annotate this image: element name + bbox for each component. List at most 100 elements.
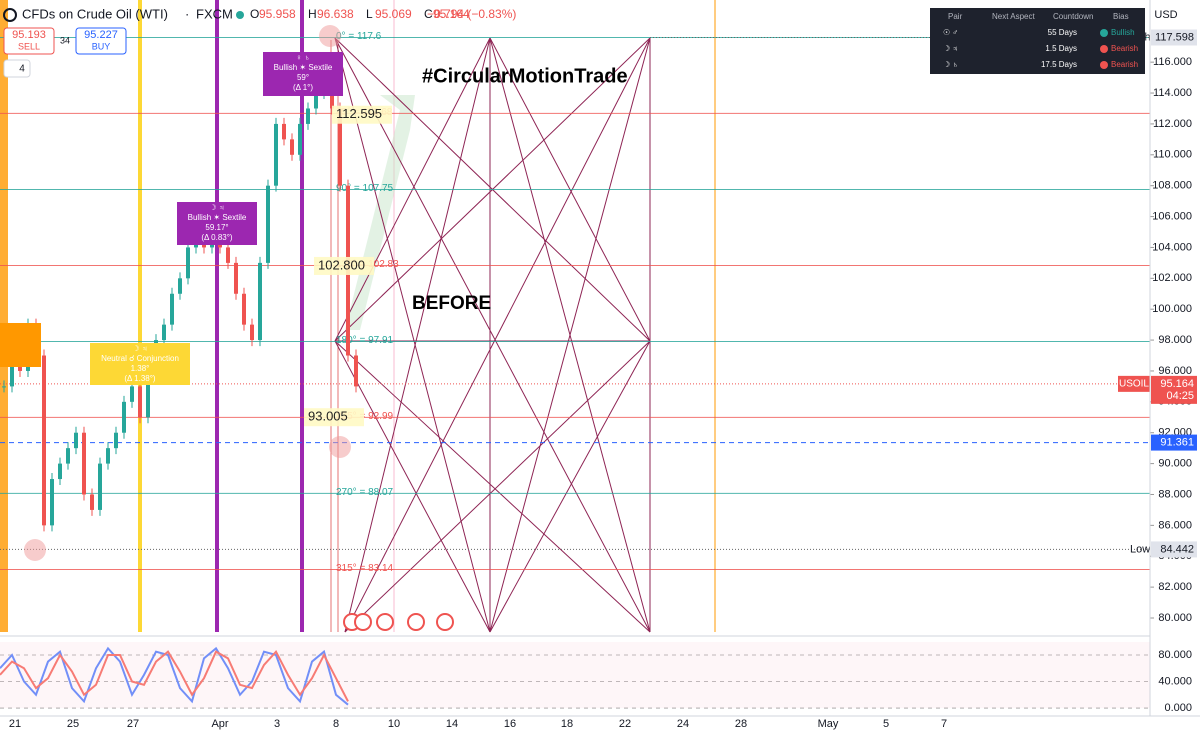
candle — [58, 463, 62, 480]
gann-line — [334, 37, 491, 633]
indicator-count[interactable]: 4 — [19, 64, 25, 75]
gann-line — [344, 340, 651, 633]
aspect-text: Neutral ☌ Conjunction — [101, 354, 179, 363]
price-badge — [1151, 541, 1197, 558]
candle — [146, 370, 150, 418]
buy-price[interactable]: 95.227 — [84, 29, 118, 41]
aspect-angle: 1.38° — [131, 364, 150, 373]
gann-label: 180° = 97.91 — [336, 335, 394, 346]
aspect-box — [263, 52, 343, 96]
candle — [186, 247, 190, 279]
x-tick-label: 27 — [127, 718, 139, 730]
candle — [74, 432, 78, 449]
highlight — [329, 436, 351, 458]
candle — [138, 386, 142, 418]
countdown: 04:25 — [1166, 390, 1194, 402]
candle — [290, 139, 294, 155]
buy-label[interactable]: BUY — [92, 41, 111, 51]
candle — [242, 293, 246, 325]
price-badge — [1151, 29, 1197, 46]
x-tick-label: 28 — [735, 718, 747, 730]
osc-tick-label: 40.000 — [1158, 675, 1192, 687]
table-header: Pair — [948, 12, 963, 21]
osc-tick-label: 80.000 — [1158, 649, 1192, 661]
y-tick-label: 108.000 — [1152, 180, 1192, 192]
gann-label: 0° = 117.6 — [336, 31, 382, 42]
y-tick-label: 88.000 — [1158, 488, 1192, 500]
y-tick-label: 116.000 — [1153, 56, 1192, 68]
event-icon — [436, 613, 454, 631]
candle — [234, 262, 238, 294]
candle — [50, 479, 54, 526]
symbol-title: CFDs on Crude Oil (WTI) — [22, 6, 168, 21]
separator: · — [185, 6, 189, 21]
before-label: BEFORE — [412, 293, 491, 314]
currency[interactable]: USD — [1154, 9, 1177, 21]
vertical-marker — [300, 0, 304, 632]
gann-label: 270° = 88.07 — [336, 487, 394, 498]
y-tick-label: 102.000 — [1152, 272, 1192, 284]
ohlc-value: 95.164 — [433, 7, 470, 21]
candle — [250, 324, 254, 341]
chart-layer: 80.00082.00084.00086.00088.00090.00092.0… — [0, 25, 1197, 730]
aspect-box — [177, 202, 257, 245]
gann-label: 90° = 107.75 — [336, 183, 394, 194]
table-header: Countdown — [1053, 12, 1093, 21]
price-badge-label: 117.598 — [1155, 31, 1194, 43]
gann-line — [334, 340, 491, 633]
price-note-bg — [314, 256, 374, 275]
candle — [314, 93, 318, 109]
aspect-planets: ☽ ♃ — [132, 344, 147, 353]
x-tick-label: 22 — [619, 718, 631, 730]
highlight — [319, 25, 341, 47]
table-cell: 17.5 Days — [1041, 60, 1077, 69]
price-note: 93.005 — [308, 409, 348, 424]
aspect-table: Pair Next Aspect Countdown Bias ☉ ♂ 55 Days Bu… — [930, 8, 1145, 74]
table-cell: Bearish — [1111, 44, 1138, 53]
ohlc-key: C — [424, 7, 433, 21]
candle — [90, 494, 94, 510]
y-tick-label: 96.000 — [1158, 365, 1192, 377]
aspect-box — [0, 323, 41, 367]
candle — [130, 386, 134, 402]
sell-label[interactable]: SELL — [18, 41, 40, 51]
candle — [178, 278, 182, 294]
gann-line — [344, 37, 491, 633]
sell-button[interactable] — [3, 27, 55, 55]
buy-button[interactable] — [75, 27, 127, 55]
x-tick-label: 16 — [504, 718, 516, 730]
hashtag: #CircularMotionTrade — [422, 65, 628, 87]
oscillator-line — [0, 649, 349, 702]
ohlc-value: 96.638 — [317, 7, 354, 21]
spread: 34 — [60, 35, 70, 45]
x-tick-label: 8 — [333, 718, 339, 730]
price-badge-label: 91.361 — [1160, 436, 1194, 448]
gann-geometry — [334, 37, 651, 633]
logo — [3, 8, 17, 22]
status-dot — [236, 11, 244, 19]
candle — [298, 123, 302, 155]
y-tick-label: 80.000 — [1158, 612, 1192, 624]
symbol-badge — [1118, 375, 1150, 392]
aspect-planets: ☽ ♃ — [209, 203, 224, 212]
table-cell: Bullish — [1111, 28, 1135, 37]
ohlc: O 95.958 H 96.638 L 95.069 C 95.164 — [250, 7, 470, 21]
table-cell: ☽ ♄ — [943, 60, 958, 69]
current-price: 95.164 — [1160, 378, 1194, 390]
current-badge — [1151, 375, 1197, 404]
x-tick-label: May — [818, 718, 839, 730]
candle — [226, 247, 230, 263]
candle — [10, 355, 14, 387]
indicator-toggle[interactable] — [3, 59, 31, 78]
sell-price[interactable]: 95.193 — [12, 29, 46, 41]
candle — [354, 355, 358, 387]
y-tick-label: 86.000 — [1158, 519, 1192, 531]
candle — [42, 355, 46, 526]
gann-label: 315° = 83.14 — [336, 563, 394, 574]
candle — [114, 432, 118, 449]
candle — [2, 386, 6, 388]
candle — [266, 185, 270, 263]
aspect-text: Bullish ✶ Sextile — [274, 63, 333, 72]
aspect-delta: (Δ 1°) — [293, 83, 313, 92]
